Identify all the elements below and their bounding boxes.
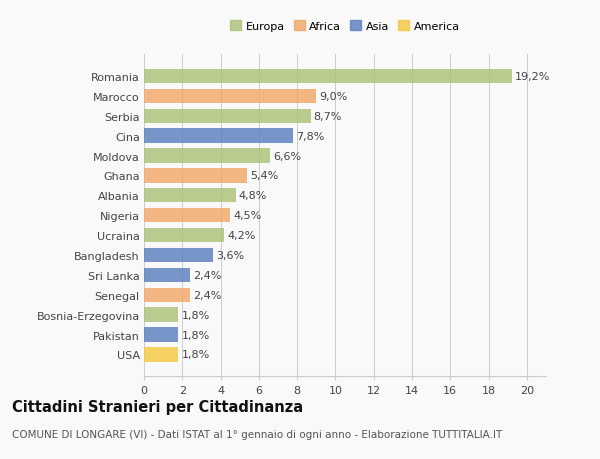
Text: Cittadini Stranieri per Cittadinanza: Cittadini Stranieri per Cittadinanza	[12, 399, 303, 414]
Bar	[144, 169, 247, 183]
Bar	[144, 328, 178, 342]
Bar	[144, 208, 230, 223]
Bar	[144, 189, 236, 203]
Bar	[144, 90, 316, 104]
Bar	[144, 288, 190, 302]
Text: 1,8%: 1,8%	[181, 310, 209, 320]
Bar	[144, 149, 271, 163]
Text: 2,4%: 2,4%	[193, 290, 221, 300]
Bar	[144, 129, 293, 144]
Text: 1,8%: 1,8%	[181, 350, 209, 359]
Text: 1,8%: 1,8%	[181, 330, 209, 340]
Text: 9,0%: 9,0%	[319, 92, 347, 101]
Text: 6,6%: 6,6%	[273, 151, 301, 161]
Text: 4,5%: 4,5%	[233, 211, 261, 221]
Bar	[144, 347, 178, 362]
Text: 4,2%: 4,2%	[227, 230, 256, 241]
Text: 7,8%: 7,8%	[296, 131, 325, 141]
Text: 2,4%: 2,4%	[193, 270, 221, 280]
Legend: Europa, Africa, Asia, America: Europa, Africa, Asia, America	[228, 19, 462, 34]
Text: 4,8%: 4,8%	[239, 191, 267, 201]
Bar	[144, 109, 311, 123]
Text: 8,7%: 8,7%	[313, 112, 342, 122]
Bar	[144, 248, 213, 263]
Text: 5,4%: 5,4%	[250, 171, 278, 181]
Text: COMUNE DI LONGARE (VI) - Dati ISTAT al 1° gennaio di ogni anno - Elaborazione TU: COMUNE DI LONGARE (VI) - Dati ISTAT al 1…	[12, 429, 502, 439]
Text: 19,2%: 19,2%	[514, 72, 550, 82]
Text: 3,6%: 3,6%	[216, 251, 244, 260]
Bar	[144, 268, 190, 282]
Bar	[144, 70, 512, 84]
Bar	[144, 308, 178, 322]
Bar	[144, 229, 224, 243]
